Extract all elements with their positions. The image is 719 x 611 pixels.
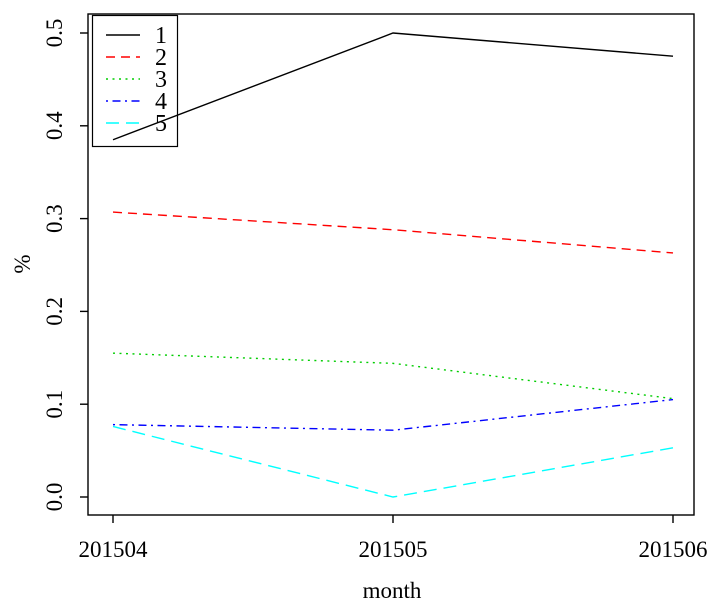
- y-tick-label: 0.0: [42, 483, 67, 512]
- y-tick-label: 0.3: [42, 204, 67, 233]
- legend-entry: 5: [106, 111, 167, 137]
- legend-entry: 1: [106, 23, 167, 49]
- legend-label: 4: [155, 89, 167, 115]
- series-line-2: [112, 211, 674, 254]
- y-tick-label: 0.4: [42, 111, 67, 140]
- legend-label: 5: [155, 111, 167, 137]
- legend-entry: 3: [106, 67, 167, 93]
- y-tick-label: 0.5: [42, 19, 67, 48]
- legend-box: [91, 14, 179, 148]
- legend-label: 3: [155, 67, 167, 93]
- plot-area: [87, 13, 695, 516]
- x-tick-label: 201504: [79, 537, 149, 562]
- axes: 0.0 0.1 0.2 0.3 0.4 0.5 201504 201505 201506 mont…: [10, 19, 708, 603]
- series-line-4: [112, 398, 674, 431]
- series-line-3: [112, 352, 674, 400]
- legend-label: 2: [155, 45, 167, 71]
- legend-entry: 4: [106, 89, 167, 115]
- x-axis-label: month: [363, 578, 422, 603]
- plot-box: [87, 13, 695, 516]
- series-lines: [112, 32, 674, 498]
- x-tick-label: 201506: [639, 537, 708, 562]
- y-tick-label: 0.2: [42, 297, 67, 326]
- x-tick-label: 201505: [359, 537, 428, 562]
- y-axis-label: %: [10, 254, 35, 273]
- series-line-5: [112, 425, 674, 498]
- series-line-1: [112, 32, 674, 141]
- legend-label: 1: [155, 23, 167, 49]
- y-tick-label: 0.1: [42, 390, 67, 419]
- legend-entry: 2: [106, 45, 167, 71]
